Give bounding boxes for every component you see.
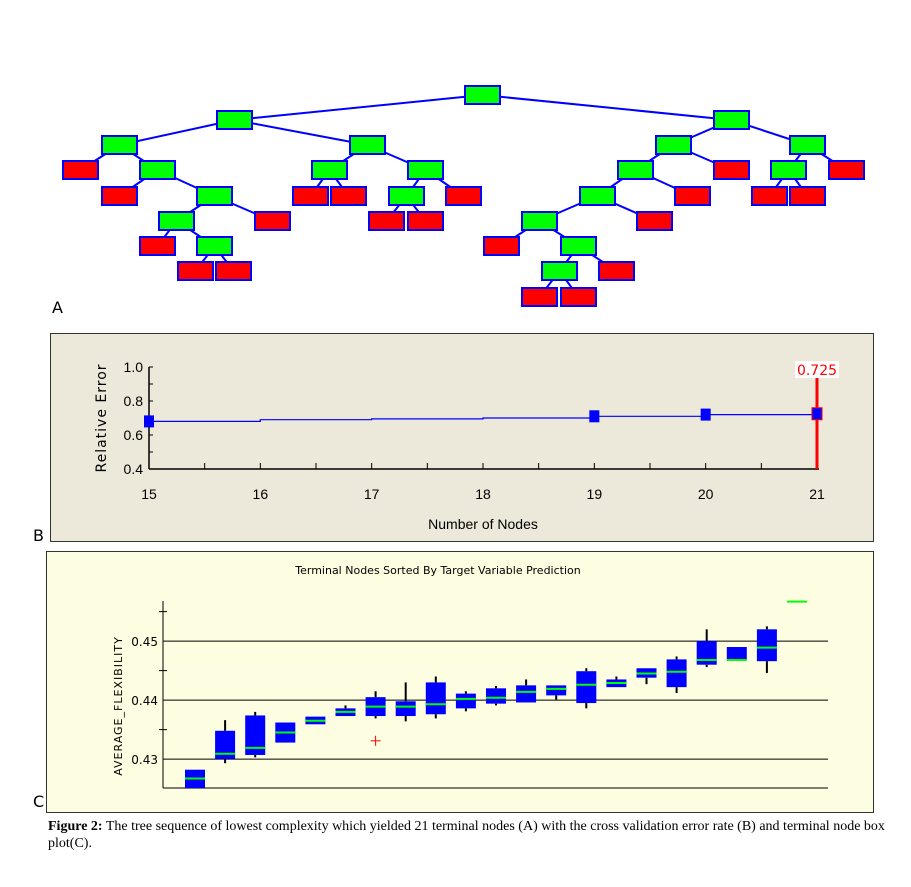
terminal-node xyxy=(368,211,405,231)
selected-value-label: 0.725 xyxy=(797,363,837,379)
data-point xyxy=(589,410,600,423)
y-axis-title: AVERAGE_FLEXIBILITY xyxy=(112,636,125,776)
terminal-node xyxy=(483,236,520,256)
terminal-node xyxy=(674,186,711,206)
box xyxy=(696,641,717,665)
data-point xyxy=(700,408,711,421)
y-tick-label: 0.8 xyxy=(124,393,144,409)
split-node xyxy=(560,236,597,256)
figure-caption: Figure 2: The tree sequence of lowest co… xyxy=(48,818,888,852)
x-tick-label: 20 xyxy=(698,486,714,502)
box xyxy=(576,671,597,704)
box xyxy=(516,685,537,703)
terminal-node xyxy=(751,186,788,206)
y-tick-label: 0.43 xyxy=(131,753,158,767)
terminal-node xyxy=(62,160,99,180)
terminal-node xyxy=(598,261,635,281)
split-node xyxy=(388,186,425,206)
split-node xyxy=(216,110,253,130)
x-tick-label: 18 xyxy=(475,486,491,502)
data-point xyxy=(811,407,823,421)
data-point xyxy=(144,415,154,428)
split-node xyxy=(579,186,616,206)
split-node xyxy=(349,135,386,155)
x-tick-label: 21 xyxy=(809,486,825,502)
selected-label-bg xyxy=(795,361,839,378)
tree-edge xyxy=(234,94,483,121)
split-node xyxy=(770,160,807,180)
split-node xyxy=(541,261,578,281)
panel-label-c: C xyxy=(33,792,45,811)
box xyxy=(546,685,567,696)
error-line xyxy=(149,413,818,422)
split-node xyxy=(158,211,195,231)
y-tick-label: 1.0 xyxy=(124,359,144,375)
caption-label: Figure 2: xyxy=(48,819,103,834)
terminal-node xyxy=(828,160,865,180)
terminal-node xyxy=(713,160,750,180)
split-node xyxy=(789,135,826,155)
box-plot: Terminal Nodes Sorted By Target Variable… xyxy=(112,564,828,789)
tree-edge xyxy=(119,119,235,146)
x-axis-title: Number of Nodes xyxy=(428,516,538,532)
error-rate-plot: 15 16 17 18 19 20 21 0.4 0.6 0.8 1.0 Number of Node… xyxy=(94,359,839,532)
box xyxy=(395,701,416,717)
y-axis-title: Relative Error xyxy=(94,363,110,472)
box xyxy=(756,629,777,662)
terminal-node xyxy=(789,186,826,206)
caption-text: The tree sequence of lowest complexity w… xyxy=(48,819,885,851)
terminal-node xyxy=(101,186,138,206)
x-tick-label: 16 xyxy=(253,486,269,502)
terminal-node xyxy=(407,211,444,231)
split-node xyxy=(713,110,750,130)
terminal-node xyxy=(330,186,367,206)
split-node xyxy=(617,160,654,180)
chart-title: Terminal Nodes Sorted By Target Variable… xyxy=(294,564,581,577)
terminal-node xyxy=(215,261,252,281)
box xyxy=(726,647,747,660)
panel-label-a: A xyxy=(52,298,63,317)
x-tick-label: 17 xyxy=(364,486,380,502)
split-node xyxy=(196,186,233,206)
panel-label-b: B xyxy=(33,526,44,545)
terminal-node xyxy=(636,211,673,231)
box xyxy=(425,682,446,715)
terminal-node xyxy=(139,236,176,256)
split-node xyxy=(311,160,348,180)
y-tick-label: 0.44 xyxy=(131,694,158,708)
split-node xyxy=(655,135,692,155)
y-tick-label: 0.4 xyxy=(124,461,144,477)
terminal-node xyxy=(177,261,214,281)
terminal-node xyxy=(292,186,329,206)
x-tick-label: 19 xyxy=(587,486,603,502)
tree-edge xyxy=(234,119,368,146)
box xyxy=(486,688,506,704)
split-node xyxy=(464,85,501,105)
tree-edge xyxy=(482,94,732,121)
split-node xyxy=(521,211,558,231)
box xyxy=(245,715,266,755)
split-node xyxy=(139,160,176,180)
box xyxy=(455,693,476,709)
terminal-node xyxy=(560,287,597,307)
x-tick-label: 15 xyxy=(141,486,157,502)
terminal-node xyxy=(254,211,291,231)
y-tick-label: 0.45 xyxy=(131,635,158,649)
error-rate-chart: 15 16 17 18 19 20 21 0.4 0.6 0.8 1.0 Number of Node… xyxy=(50,333,874,542)
terminal-node xyxy=(521,287,558,307)
tree-diagram xyxy=(62,85,865,307)
terminal-node xyxy=(445,186,482,206)
box-plot-chart: Terminal Nodes Sorted By Target Variable… xyxy=(46,551,874,813)
y-tick-label: 0.6 xyxy=(124,427,144,443)
split-node xyxy=(407,160,444,180)
split-node xyxy=(196,236,233,256)
box xyxy=(666,659,687,688)
box xyxy=(215,730,236,760)
split-node xyxy=(101,135,138,155)
